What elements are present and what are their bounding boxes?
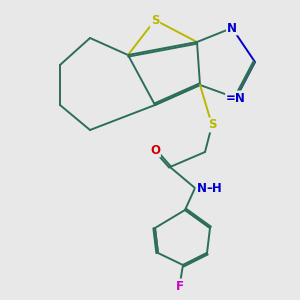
Text: N: N	[227, 22, 237, 34]
Text: –H: –H	[206, 182, 222, 194]
Text: S: S	[151, 14, 159, 26]
Text: F: F	[176, 280, 184, 292]
Text: N: N	[196, 182, 206, 194]
Text: O: O	[150, 143, 160, 157]
Text: S: S	[208, 118, 216, 131]
Text: =N: =N	[226, 92, 246, 104]
